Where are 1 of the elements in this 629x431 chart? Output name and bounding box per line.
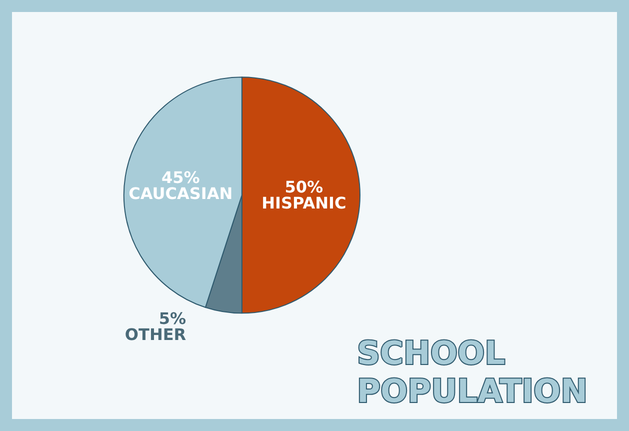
- text: SCHOOL POPULATION: [357, 334, 588, 410]
